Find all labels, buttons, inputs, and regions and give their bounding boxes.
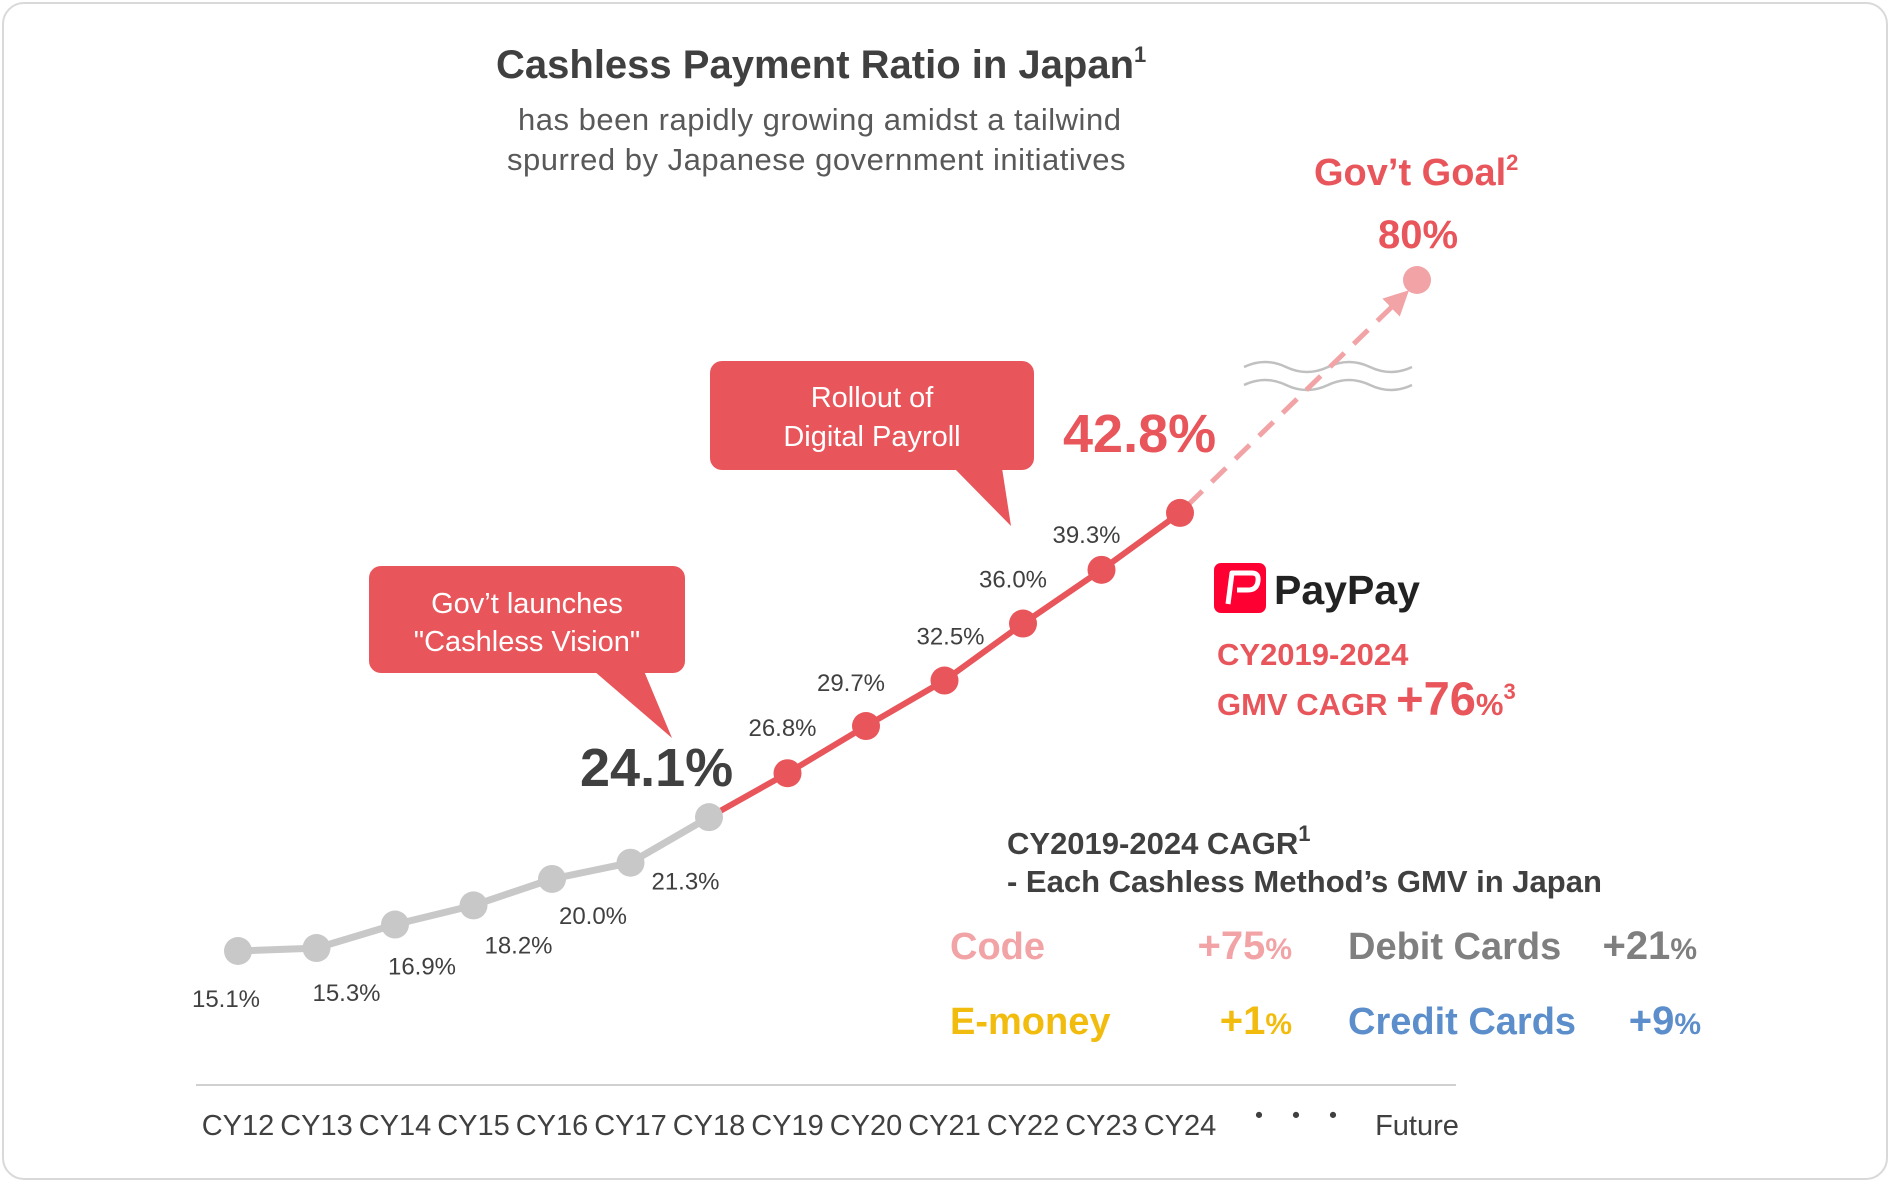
- callout-digital-payroll-box: [710, 361, 1034, 470]
- chart-subtitle-line1: has been rapidly growing amidst a tailwi…: [518, 102, 1121, 137]
- paypay-wordmark: PayPay: [1274, 567, 1420, 613]
- data-label-cy19: 26.8%: [748, 715, 816, 742]
- x-tick-cy19: CY19: [751, 1110, 824, 1142]
- x-tick-cy23: CY23: [1065, 1110, 1138, 1142]
- x-tick-cy17: CY17: [594, 1110, 667, 1142]
- callout-digital-payroll-pointer: [954, 468, 1011, 526]
- paypay-gmv-cagr: GMV CAGR +76%3: [1217, 672, 1516, 725]
- x-tick-cy18: CY18: [673, 1110, 746, 1142]
- data-label-cy17: 21.3%: [651, 869, 719, 896]
- callout-cashless-vision-line2: "Cashless Vision": [414, 626, 640, 658]
- data-point-cy17: [616, 848, 645, 877]
- data-point-future: [1403, 266, 1431, 294]
- data-labels: 15.1% 15.3% 16.9% 18.2% 20.0% 21.3% 26.8%29.7%…: [192, 522, 1121, 1013]
- cagr-panel-subtitle: - Each Cashless Method’s GMV in Japan: [1007, 864, 1602, 899]
- x-tick-cy21: CY21: [908, 1110, 981, 1142]
- callout-cashless-vision-box: [369, 566, 685, 673]
- data-label-cy23: 39.3%: [1052, 522, 1120, 549]
- data-point-cy18: [695, 803, 723, 832]
- cagr-method-code: Code +75%: [950, 924, 1292, 968]
- series-line-projection: [1186, 290, 1409, 507]
- x-tick-cy14: CY14: [359, 1110, 432, 1142]
- data-label-cy22: 36.0%: [979, 567, 1047, 594]
- axis-break-icon: [1243, 360, 1413, 392]
- axis-ellipsis: ・ ・ ・: [1244, 1101, 1347, 1133]
- data-point-cy20: [852, 712, 880, 741]
- cagr-method-name: E-money: [950, 1001, 1110, 1043]
- paypay-period: CY2019-2024: [1217, 637, 1409, 672]
- data-label-cy12: 15.1%: [192, 986, 260, 1013]
- series-line-past: [234, 813, 713, 955]
- data-label-cy21: 32.5%: [916, 624, 984, 651]
- chart-subtitle-line2: spurred by Japanese government initiativ…: [507, 142, 1126, 177]
- data-point-cy15: [459, 891, 488, 920]
- data-points: [224, 266, 1431, 965]
- data-point-cy24: [1166, 498, 1194, 527]
- callout-digital-payroll-line2: Digital Payroll: [783, 421, 960, 453]
- paypay-logo: PayPay: [1214, 563, 1420, 613]
- cagr-method-value: +21%: [1602, 924, 1697, 968]
- paypay-p-icon: [1225, 570, 1261, 605]
- goal-value-label: 80%: [1378, 213, 1458, 257]
- cagr-method-value: +75%: [1197, 924, 1292, 968]
- goal-title: Gov’t Goal2: [1314, 150, 1518, 194]
- cagr-method-debit: Debit Cards +21%: [1348, 924, 1697, 968]
- x-tick-cy13: CY13: [280, 1110, 353, 1142]
- data-point-cy21: [930, 666, 959, 695]
- data-label-cy15: 18.2%: [484, 932, 552, 959]
- x-tick-cy22: CY22: [987, 1110, 1060, 1142]
- data-point-cy14: [381, 910, 409, 939]
- x-tick-cy20: CY20: [830, 1110, 903, 1142]
- cagr-method-name: Credit Cards: [1348, 1001, 1576, 1043]
- x-tick-cy12: CY12: [202, 1110, 275, 1142]
- data-point-cy22: [1009, 609, 1037, 638]
- chart-title: Cashless Payment Ratio in Japan1: [496, 42, 1146, 87]
- cagr-method-name: Code: [950, 926, 1045, 968]
- cagr-method-name: Debit Cards: [1348, 926, 1561, 968]
- data-label-cy13: 15.3%: [312, 980, 380, 1007]
- x-tick-cy15: CY15: [437, 1110, 510, 1142]
- data-label-cy20: 29.7%: [817, 670, 885, 697]
- cagr-method-credit: Credit Cards +9%: [1348, 999, 1701, 1043]
- x-tick-future: Future: [1375, 1110, 1459, 1142]
- cagr-panel-title: CY2019-2024 CAGR1: [1007, 821, 1310, 861]
- x-axis-ticks: CY12 CY13 CY14 CY15 CY16 CY17 CY18 CY19 CY20 CY21…: [202, 1110, 1459, 1142]
- data-point-cy12: [224, 937, 252, 965]
- callout-digital-payroll-line1: Rollout of: [811, 382, 934, 414]
- cashless-ratio-chart: Cashless Payment Ratio in Japan1 has bee…: [192, 42, 1701, 1142]
- data-label-cy16: 20.0%: [559, 903, 627, 930]
- callout-cashless-vision: Gov’t launches "Cashless Vision": [369, 566, 685, 738]
- data-point-cy16: [538, 864, 566, 893]
- highlight-cy24-value: 42.8%: [1063, 404, 1216, 464]
- highlight-cy18-value: 24.1%: [580, 738, 733, 798]
- cagr-method-value: +9%: [1629, 999, 1701, 1043]
- data-point-cy23: [1087, 555, 1116, 584]
- callout-cashless-vision-line1: Gov’t launches: [431, 588, 623, 620]
- x-tick-cy16: CY16: [516, 1110, 589, 1142]
- cagr-method-emoney: E-money +1%: [950, 999, 1292, 1043]
- data-point-cy19: [773, 759, 802, 788]
- data-label-cy14: 16.9%: [388, 954, 456, 981]
- data-point-cy13: [302, 934, 331, 963]
- cagr-method-value: +1%: [1220, 999, 1292, 1043]
- x-tick-cy24: CY24: [1144, 1110, 1217, 1142]
- callout-digital-payroll: Rollout of Digital Payroll: [710, 361, 1034, 526]
- callout-cashless-vision-pointer: [594, 671, 672, 738]
